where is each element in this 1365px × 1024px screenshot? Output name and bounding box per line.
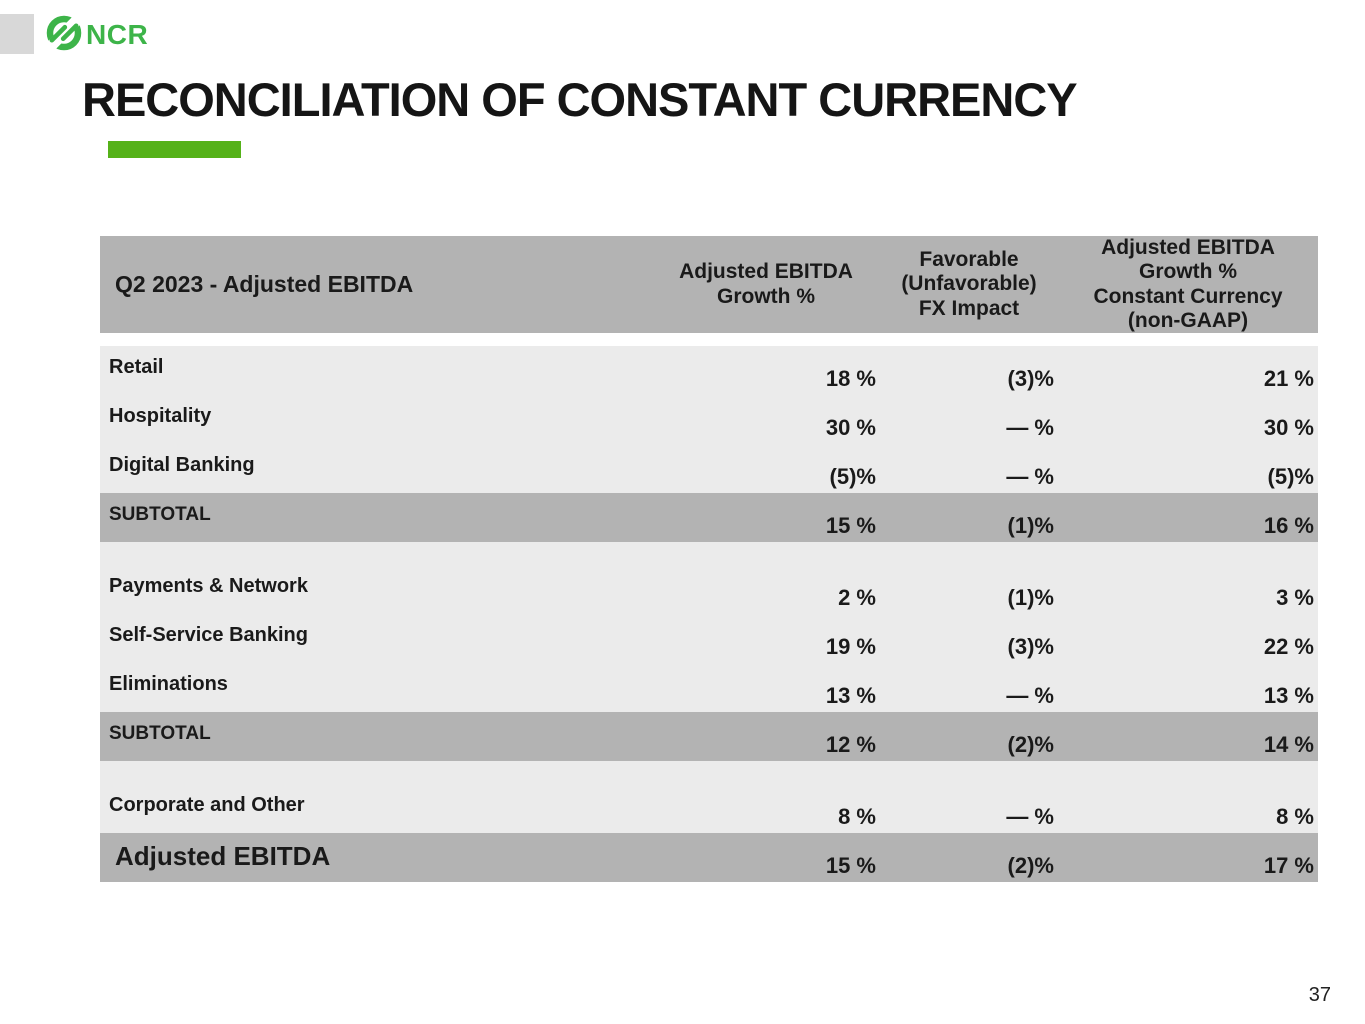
table-row-subtotal-2: SUBTOTAL 12 % (2)% 14 %: [100, 712, 1318, 761]
row-label: SUBTOTAL: [109, 722, 211, 744]
row-label: Hospitality: [109, 405, 212, 427]
fx-value: — %: [1006, 414, 1054, 440]
cc-value: 17 %: [1263, 852, 1314, 878]
table-row-subtotal-1: SUBTOTAL 15 % (1)% 16 %: [100, 493, 1318, 542]
table-row-self-service-banking: Self-Service Banking 19 % (3)% 22 %: [100, 614, 1318, 663]
table-row-eliminations: Eliminations 13 % — % 13 %: [100, 663, 1318, 712]
table-header-row: Q2 2023 - Adjusted EBITDA Adjusted EBITD…: [100, 236, 1318, 333]
spacer-row: [100, 542, 1318, 565]
cc-value: 16 %: [1263, 512, 1314, 538]
growth-value: 30 %: [825, 414, 876, 440]
fx-value: — %: [1006, 463, 1054, 489]
row-label: Corporate and Other: [109, 794, 305, 816]
growth-value: 15 %: [825, 512, 876, 538]
header-gap: [100, 333, 1318, 346]
row-label: Adjusted EBITDA: [115, 841, 331, 871]
column-header-fx-impact: Favorable (Unfavorable) FX Impact: [901, 248, 1037, 320]
corner-tab: [0, 14, 34, 54]
fx-value: (1)%: [1007, 584, 1054, 610]
row-label: Eliminations: [109, 673, 228, 695]
growth-value: 8 %: [838, 803, 876, 829]
growth-value: (5)%: [829, 463, 876, 489]
growth-value: 12 %: [825, 731, 876, 757]
fx-value: (2)%: [1007, 731, 1054, 757]
column-header-constant-currency: Adjusted EBITDA Growth % Constant Curren…: [1093, 236, 1283, 332]
column-header-growth: Adjusted EBITDA Growth %: [679, 260, 853, 308]
cc-value: 14 %: [1263, 731, 1314, 757]
table-row-digital-banking: Digital Banking (5)% — % (5)%: [100, 444, 1318, 493]
cc-value: 21 %: [1263, 365, 1314, 391]
table-title: Q2 2023 - Adjusted EBITDA: [115, 271, 414, 297]
spacer-row: [100, 761, 1318, 784]
cc-value: 3 %: [1276, 584, 1314, 610]
growth-value: 2 %: [838, 584, 876, 610]
page-title: RECONCILIATION OF CONSTANT CURRENCY: [82, 73, 1078, 126]
fx-value: (1)%: [1007, 512, 1054, 538]
reconciliation-table: Q2 2023 - Adjusted EBITDA Adjusted EBITD…: [100, 236, 1318, 882]
table-row-hospitality: Hospitality 30 % — % 30 %: [100, 395, 1318, 444]
table-row-retail: Retail 18 % (3)% 21 %: [100, 346, 1318, 395]
title-accent-bar: [108, 141, 241, 158]
cc-value: 30 %: [1263, 414, 1314, 440]
row-label: Retail: [109, 356, 164, 378]
row-label: Self-Service Banking: [109, 624, 308, 646]
fx-value: (2)%: [1007, 852, 1054, 878]
table-row-corporate-other: Corporate and Other 8 % — % 8 %: [100, 784, 1318, 833]
ncr-logo-text: NCR: [86, 19, 149, 50]
growth-value: 19 %: [825, 633, 876, 659]
row-label: Digital Banking: [109, 454, 255, 476]
ncr-logo: NCR: [45, 14, 149, 57]
growth-value: 13 %: [825, 682, 876, 708]
table-row-adjusted-ebitda-total: Adjusted EBITDA 15 % (2)% 17 %: [100, 833, 1318, 882]
fx-value: — %: [1006, 803, 1054, 829]
cc-value: (5)%: [1267, 463, 1314, 489]
fx-value: (3)%: [1007, 633, 1054, 659]
fx-value: (3)%: [1007, 365, 1054, 391]
fx-value: — %: [1006, 682, 1054, 708]
page-number: 37: [1308, 984, 1331, 1006]
row-label: Payments & Network: [109, 575, 308, 597]
cc-value: 8 %: [1276, 803, 1314, 829]
ncr-logo-icon: [45, 14, 83, 57]
cc-value: 22 %: [1263, 633, 1314, 659]
cc-value: 13 %: [1263, 682, 1314, 708]
growth-value: 18 %: [825, 365, 876, 391]
table-row-payments-network: Payments & Network 2 % (1)% 3 %: [100, 565, 1318, 614]
row-label: SUBTOTAL: [109, 503, 211, 525]
growth-value: 15 %: [825, 852, 876, 878]
